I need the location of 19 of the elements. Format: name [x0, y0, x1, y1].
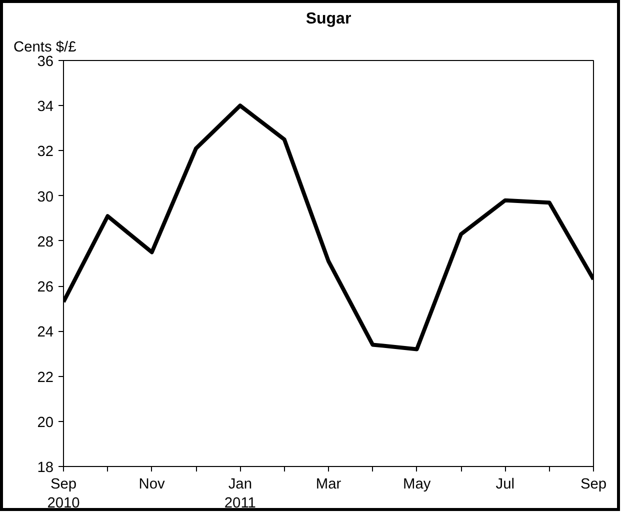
y-tick-label: 30 — [37, 189, 54, 206]
y-tick-label: 18 — [37, 460, 54, 476]
y-tick-label: 22 — [37, 370, 54, 386]
y-tick-label: 20 — [37, 414, 54, 431]
y-tick-label: 26 — [37, 280, 54, 296]
y-tick-label: 34 — [37, 99, 54, 116]
y-tick-label: 24 — [37, 324, 54, 341]
chart-title: Sugar — [306, 10, 352, 28]
x-tick-label: Mar — [316, 476, 342, 492]
x-tick-label: Nov — [138, 476, 166, 492]
y-axis-title: Cents $/£ — [14, 40, 76, 56]
x-tick-label: Sep 2010 — [47, 476, 80, 512]
x-tick-label: May — [402, 476, 432, 492]
y-tick-label: 36 — [37, 54, 54, 70]
y-tick-label: 28 — [37, 234, 54, 250]
x-tick-label: Sep — [580, 476, 607, 492]
x-tick-label: Jul — [496, 476, 515, 492]
x-tick-label: Jan 2011 — [224, 476, 256, 512]
y-tick-label: 32 — [37, 144, 54, 160]
